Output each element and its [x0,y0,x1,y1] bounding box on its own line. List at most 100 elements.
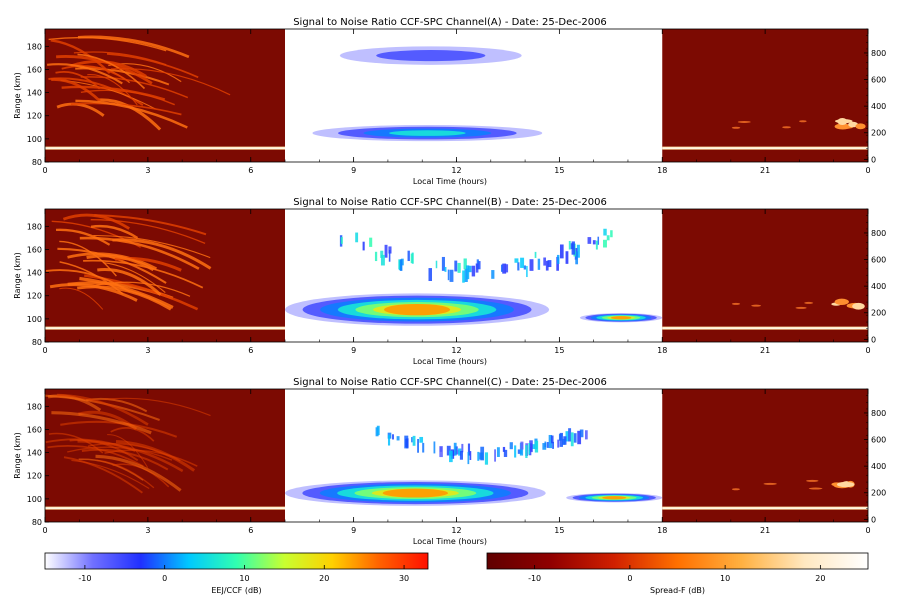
snr-speckle [467,451,470,465]
y2-tick-label: 600 [871,256,886,265]
snr-contour [376,50,486,62]
snr-speckle [428,268,433,282]
y-tick-label: 80 [32,338,42,347]
spreadf-patch [737,120,751,123]
y-axis-label: Range (km) [13,72,22,119]
spreadf-streak [63,456,143,494]
snr-speckle [551,435,554,444]
snr-speckle [556,254,560,264]
snr-speckle [502,263,507,274]
y-tick-label: 180 [27,42,42,51]
snr-speckle [340,237,343,244]
snr-speckle [520,441,524,450]
spreadf-segment [662,29,868,162]
spreadf-patch [751,304,762,307]
snr-speckle [446,445,451,456]
snr-speckle [537,258,541,270]
colorbar-label: EEJ/CCF (dB) [211,586,261,595]
spreadf-streak [50,39,111,74]
x-tick-label: 9 [351,526,356,535]
snr-contour [384,303,451,316]
snr-speckle [565,251,569,264]
spreadf-patch [852,302,865,310]
snr-speckle [479,452,484,460]
snr-speckle [525,445,528,458]
spreadf-streak [70,102,182,116]
snr-speckle [514,445,517,458]
snr-speckle [380,254,385,266]
snr-speckle [439,446,443,458]
spreadf-patch [763,482,777,485]
spreadf-streak [90,224,139,240]
panel-channel-b: Signal to Noise Ratio CCF-SPC Channel(B)… [13,197,886,366]
spreadf-streak [79,236,200,270]
snr-speckle [597,236,600,245]
spreadf-streak [97,268,162,296]
spreadf-patch [782,126,791,129]
y-tick-label: 100 [27,135,42,144]
snr-speckle [496,447,500,457]
snr-speckle [462,270,465,283]
spreadf-segment [45,29,286,162]
spreadf-streak [107,434,149,468]
panel-channel-c: Signal to Noise Ratio CCF-SPC Channel(C)… [13,377,886,546]
y2-tick-label: 0 [871,515,876,524]
snr-speckle [466,265,470,280]
snr-speckle [557,439,560,448]
spreadf-patch [806,479,819,482]
x-tick-label: 18 [657,526,667,535]
snr-speckle [494,449,496,462]
spreadf-streak [61,65,129,82]
snr-speckle [412,435,416,446]
y2-tick-label: 800 [871,49,886,58]
x-tick-label: 15 [554,166,564,175]
snr-speckle [433,441,436,454]
colorbar-label: Spread-F (dB) [650,586,705,595]
snr-speckle [449,269,454,282]
spreadf-streak [61,85,166,101]
snr-speckle [517,449,522,454]
snr-speckle [584,430,588,440]
snr-speckle [454,260,458,272]
spreadf-streak [87,74,138,106]
x-tick-label: 6 [248,526,253,535]
panel-title: Signal to Noise Ratio CCF-SPC Channel(C)… [293,377,607,388]
x-tick-label: 18 [657,346,667,355]
snr-speckle [435,260,438,269]
snr-speckle [603,228,607,236]
snr-speckle [562,438,566,445]
colorbar-strip [486,552,869,570]
spreadf-streak [77,35,190,59]
snr-speckle [396,436,400,441]
spreadf-streak [71,459,150,489]
spreadf-patch [795,306,807,309]
snr-speckle [384,244,388,258]
spreadf-streak [94,214,207,236]
x-tick-label: 12 [451,526,461,535]
spreadf-streak [106,52,199,79]
spreadf-patch [834,298,849,305]
snr-speckle [447,269,450,281]
y2-tick-label: 800 [871,409,886,418]
spreadf-segment [45,389,286,522]
y-tick-label: 100 [27,315,42,324]
y-tick-label: 120 [27,472,42,481]
x-tick-label: 3 [145,166,150,175]
snr-speckle [528,443,531,455]
y-tick-label: 120 [27,292,42,301]
y2-tick-label: 0 [871,335,876,344]
colorbar-tick-label: 0 [627,574,632,583]
spreadf-patch [731,126,741,129]
spreadf-streak [55,71,101,90]
colorbar-tick-label: -10 [78,574,91,583]
snr-speckle [565,431,569,442]
x-tick-label: 3 [145,526,150,535]
spreadf-streak [112,238,212,270]
snr-speckle [552,441,555,449]
x-tick-label: 18 [657,166,667,175]
y-tick-label: 100 [27,495,42,504]
spreadf-streak [51,411,152,435]
e-layer-core [45,327,286,329]
x-tick-label: 3 [145,346,150,355]
colorbar-eej: -10 0 10 20 30 EEJ/CCF (dB) [44,552,429,595]
